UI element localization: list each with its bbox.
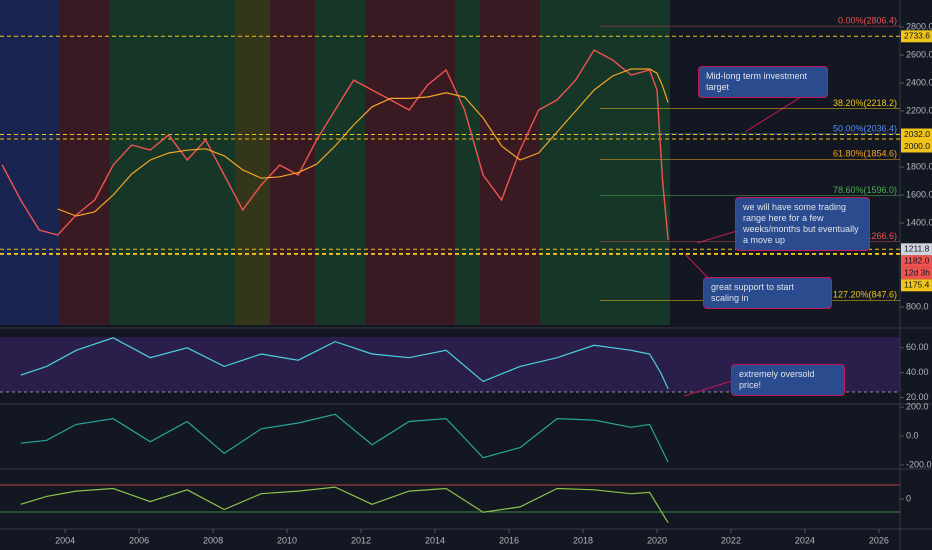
annotation: great support to start scaling in [703, 277, 832, 309]
bg-band [60, 0, 110, 325]
price-level-label: 2032.0 [904, 129, 930, 139]
y-tick-label: 1400.0 [906, 217, 932, 227]
y-tick-label: 2400.0 [906, 77, 932, 87]
bg-band [540, 0, 670, 325]
annotation: extremely oversold price! [731, 364, 845, 396]
x-tick-label: 2020 [647, 535, 667, 545]
price-level-label: 2000.0 [904, 141, 930, 151]
bg-band [455, 0, 480, 325]
series-line [20, 413, 669, 463]
y-tick-label: 20.00 [906, 392, 929, 402]
y-tick-label: 2600.0 [906, 49, 932, 59]
bg-band [315, 0, 365, 325]
series-line [57, 68, 669, 217]
bg-band [480, 0, 540, 325]
annotation: we will have some trading range here for… [735, 197, 870, 251]
fib-label: 50.00%(2036.4) [833, 123, 897, 133]
price-level-label: 2733.6 [904, 31, 930, 41]
x-tick-label: 2022 [721, 535, 741, 545]
callout [684, 253, 711, 281]
bg-band [110, 0, 235, 325]
fib-label: 127.20%(847.6) [833, 290, 897, 300]
price-level-label-badge [901, 128, 932, 141]
countdown: 12d 3h [904, 268, 930, 278]
y-tick-label: 200.0 [906, 401, 929, 411]
bg-band [235, 0, 270, 325]
y-tick-label: 1600.0 [906, 189, 932, 199]
series-line [20, 337, 669, 390]
y-tick-label: 800.0 [906, 301, 929, 311]
price-level-label: 1182.0 [904, 256, 930, 266]
price-level-label-badge [901, 255, 932, 268]
fib-label: 0.00%(2806.4) [838, 15, 897, 25]
y-tick-label: 0 [906, 493, 911, 503]
y-tick-label: 40.00 [906, 367, 929, 377]
y-tick-label: 2200.0 [906, 105, 932, 115]
x-tick-label: 2012 [351, 535, 371, 545]
annotation: Mid-long term investment target [698, 66, 828, 98]
price-level-label-badge [901, 30, 932, 43]
fib-label: 61.80%(1854.6) [833, 149, 897, 159]
y-tick-label: 60.00 [906, 342, 929, 352]
price-level-label-badge [901, 140, 932, 153]
callout [683, 379, 736, 397]
x-tick-label: 2024 [795, 535, 815, 545]
series-line [20, 486, 669, 524]
x-tick-label: 2014 [425, 535, 445, 545]
x-tick-label: 2016 [499, 535, 519, 545]
x-tick-label: 2026 [869, 535, 889, 545]
x-tick-label: 2008 [203, 535, 223, 545]
y-tick-label: 1800.0 [906, 161, 932, 171]
fib-label: 38.20%(2218.2) [833, 98, 897, 108]
bg-band [365, 0, 455, 325]
bg-band [0, 0, 60, 325]
series-line [1, 49, 669, 240]
callout [696, 229, 741, 244]
x-tick-label: 2006 [129, 535, 149, 545]
bg-band [270, 0, 315, 325]
price-level-label: 1211.8 [904, 244, 930, 254]
price-level-label-badge [901, 243, 932, 256]
x-tick-label: 2004 [55, 535, 75, 545]
y-tick-label: -200.0 [906, 459, 932, 469]
y-tick-label: 2800.0 [906, 21, 932, 31]
x-tick-label: 2018 [573, 535, 593, 545]
price-level-label: 1175.4 [904, 280, 930, 290]
price-level-label-badge [901, 279, 932, 292]
countdown-badge [901, 267, 932, 280]
x-tick-label: 2010 [277, 535, 297, 545]
fib-label: 78.60%(1596.0) [833, 185, 897, 195]
y-tick-label: 0.0 [906, 430, 919, 440]
